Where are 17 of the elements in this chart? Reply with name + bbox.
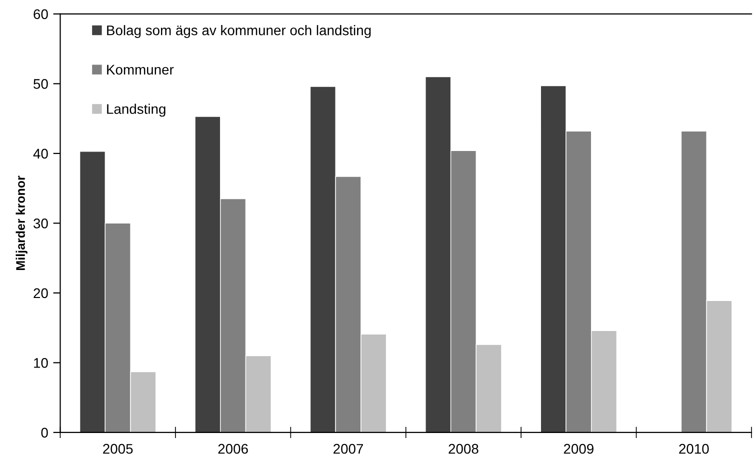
- x-tick-label: 2007: [334, 444, 364, 454]
- x-tick-label: 2006: [218, 444, 248, 454]
- y-tick-label: 0: [41, 428, 48, 438]
- y-tick-label: 50: [34, 79, 48, 89]
- x-tick-label: 2005: [103, 444, 133, 454]
- legend-label: Bolag som ägs av kommuner och landsting: [107, 25, 371, 38]
- y-axis-title: Miljarder kronor: [16, 176, 28, 270]
- y-tick-label: 10: [34, 358, 48, 368]
- y-tick-label: 30: [34, 218, 48, 228]
- y-tick-label: 60: [34, 9, 48, 20]
- x-tick-label: 2010: [679, 444, 709, 454]
- y-tick-label: 20: [34, 288, 48, 298]
- legend-label: Landsting: [107, 104, 166, 117]
- x-tick-label: 2009: [564, 444, 594, 454]
- legend-label: Kommuner: [107, 64, 174, 75]
- x-tick-label: 2008: [448, 444, 478, 454]
- y-tick-label: 40: [33, 148, 48, 159]
